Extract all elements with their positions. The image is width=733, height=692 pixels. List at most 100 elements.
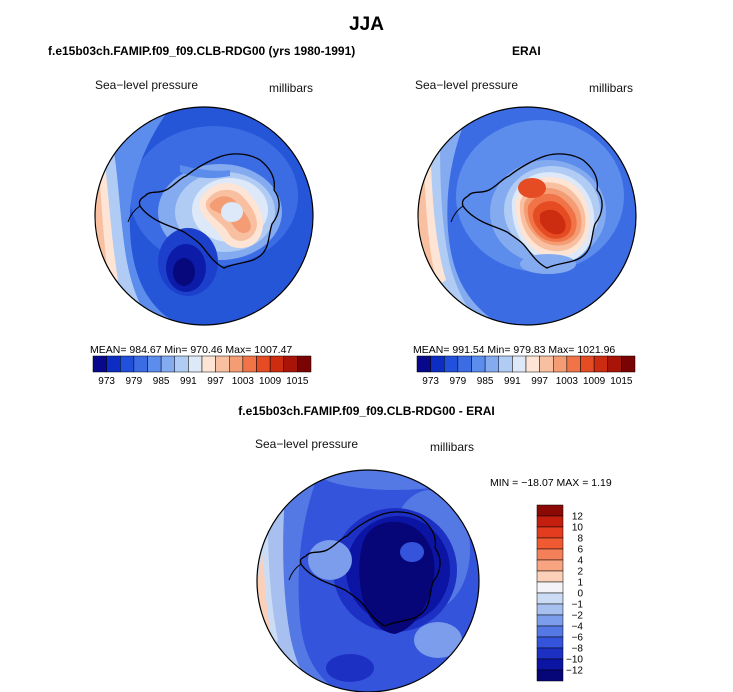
colorbar-3-swatch: [536, 548, 564, 561]
colorbar-1-swatch: [133, 355, 148, 373]
panel-2-units-label: millibars: [589, 81, 634, 95]
colorbar-1-swatch: [174, 355, 189, 373]
colorbar-3-swatch: [536, 515, 564, 528]
colorbar-3-label: −1: [572, 600, 584, 611]
colorbar-panel-2: 973 979 985 991 997 1003 1009 1015: [416, 355, 636, 387]
colorbar-3-swatch: [536, 614, 564, 627]
panel-3-map-border: [256, 469, 480, 692]
colorbar-2-label: 1015: [610, 376, 633, 387]
colorbar-1-label: 973: [98, 376, 115, 387]
panel-1-map-border: [94, 106, 314, 326]
panel-1-variable-label: Sea−level pressure: [95, 78, 199, 92]
colorbar-3-label: −8: [572, 644, 584, 655]
colorbar-3-swatch: [536, 636, 564, 649]
colorbar-1-swatch: [188, 355, 203, 373]
colorbar-2-swatch: [498, 355, 513, 373]
colorbar-1-swatch: [256, 355, 271, 373]
colorbar-1-swatch: [120, 355, 135, 373]
colorbar-1-swatch: [106, 355, 121, 373]
colorbar-3-label: −6: [572, 633, 584, 644]
colorbar-1-label: 979: [126, 376, 143, 387]
colorbar-2-label: 973: [422, 376, 439, 387]
colorbar-2-swatch: [539, 355, 554, 373]
colorbar-2-swatch: [621, 355, 636, 373]
panel-2-variable-label: Sea−level pressure: [415, 78, 519, 92]
panel-2-coastline: [461, 153, 603, 269]
colorbar-3-swatch: [536, 658, 564, 671]
colorbar-3-label: 4: [577, 556, 583, 567]
colorbar-2-label: 1003: [556, 376, 579, 387]
colorbar-3-swatch: [536, 603, 564, 616]
colorbar-3-swatch: [536, 570, 564, 583]
colorbar-2-swatch: [553, 355, 568, 373]
figure-title: JJA: [349, 14, 384, 35]
colorbar-1-swatch: [242, 355, 257, 373]
colorbar-2-swatch: [430, 355, 445, 373]
panel-3-heading: f.e15b03ch.FAMIP.f09_f09.CLB-RDG00 - ERA…: [238, 404, 495, 418]
colorbar-3-swatch: [536, 537, 564, 550]
colorbar-3-label: 1: [577, 578, 583, 589]
colorbar-3-swatch: [536, 647, 564, 660]
panel-3-map: [257, 470, 479, 692]
colorbar-panel-1: 973 979 985 991 997 1003 1009 1015: [92, 355, 312, 387]
colorbar-1-swatch: [147, 355, 162, 373]
colorbar-1-label: 997: [207, 376, 224, 387]
colorbar-1-label: 991: [180, 376, 197, 387]
colorbar-1-label: 1015: [286, 376, 309, 387]
colorbar-2-swatch: [416, 355, 431, 373]
colorbar-1-swatch: [92, 355, 107, 373]
colorbar-2-label: 1009: [583, 376, 606, 387]
colorbar-3-label: −2: [572, 611, 584, 622]
colorbar-3-swatch: [536, 592, 564, 605]
colorbar-1-label: 985: [153, 376, 170, 387]
colorbar-2-swatch: [484, 355, 499, 373]
panel-1-stats: MEAN= 984.67 Min= 970.46 Max= 1007.47: [90, 344, 293, 356]
colorbar-2-swatch: [566, 355, 581, 373]
colorbar-2-label: 985: [477, 376, 494, 387]
panel-3-variable-label: Sea−level pressure: [255, 437, 359, 451]
colorbar-3-label: −12: [566, 666, 583, 677]
colorbar-3-swatch: [536, 625, 564, 638]
panel-1-units-label: millibars: [269, 81, 314, 95]
colorbar-2-label: 997: [531, 376, 548, 387]
colorbar-3-label: −10: [566, 655, 583, 666]
panel-2-map: [418, 107, 636, 325]
colorbar-2-label: 979: [450, 376, 467, 387]
colorbar-3-label: 12: [572, 512, 584, 523]
panel-1-coastline: [138, 153, 280, 269]
panel-2-map-border: [417, 106, 637, 326]
colorbar-1-swatch: [229, 355, 244, 373]
colorbar-2-swatch: [607, 355, 622, 373]
panel-1-heading: f.e15b03ch.FAMIP.f09_f09.CLB-RDG00 (yrs …: [48, 44, 356, 58]
colorbar-3-swatch: [536, 669, 564, 682]
colorbar-3-label: 2: [577, 567, 583, 578]
panel-3-coastline: [299, 511, 441, 627]
colorbar-1-swatch: [297, 355, 312, 373]
colorbar-3-swatch: [536, 526, 564, 539]
colorbar-3-swatch: [536, 559, 564, 572]
panel-3-stats: MIN = −18.07 MAX = 1.19: [490, 477, 612, 489]
colorbar-2-swatch: [444, 355, 459, 373]
colorbar-1-swatch: [283, 355, 298, 373]
colorbar-3-swatch: [536, 504, 564, 517]
colorbar-3-label: −4: [572, 622, 584, 633]
panel-3-units-label: millibars: [430, 440, 475, 454]
colorbar-3-label: 0: [577, 589, 583, 600]
colorbar-3-label: 10: [572, 523, 584, 534]
colorbar-2-swatch: [457, 355, 472, 373]
colorbar-1-swatch: [201, 355, 216, 373]
colorbar-1-label: 1003: [232, 376, 255, 387]
colorbar-3-label: 8: [577, 534, 583, 545]
colorbar-2-swatch: [471, 355, 486, 373]
colorbar-2-label: 991: [504, 376, 521, 387]
colorbar-2-swatch: [593, 355, 608, 373]
colorbar-2-swatch: [512, 355, 527, 373]
panel-2-heading: ERAI: [512, 44, 541, 58]
colorbar-1-label: 1009: [259, 376, 282, 387]
colorbar-1-swatch: [215, 355, 230, 373]
colorbar-3-swatch: [536, 581, 564, 594]
colorbar-1-swatch: [160, 355, 175, 373]
colorbar-1-swatch: [269, 355, 284, 373]
